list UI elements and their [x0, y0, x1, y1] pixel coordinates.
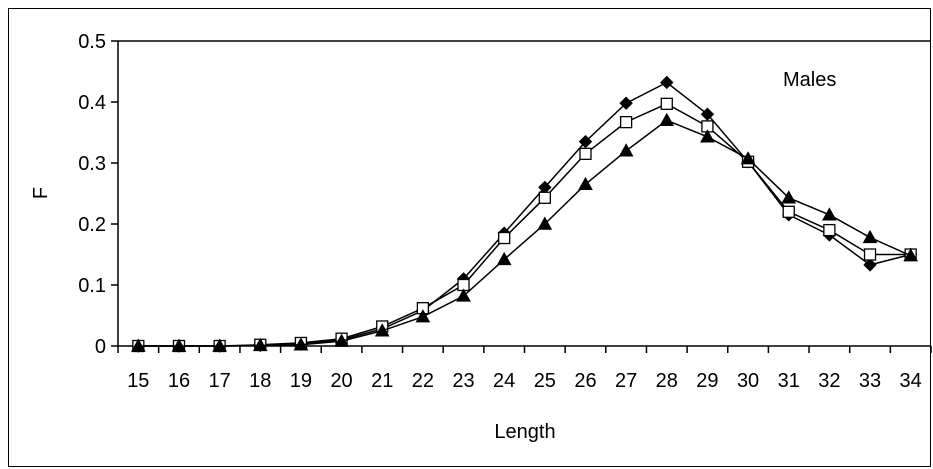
x-tick-label: 20: [330, 370, 352, 392]
diamond-marker: [660, 75, 674, 90]
triangle-marker: [700, 129, 715, 143]
series-group: [130, 75, 919, 353]
square-marker: [498, 231, 511, 245]
square-marker: [782, 205, 795, 218]
triangle-marker: [578, 176, 593, 191]
triangle-marker: [537, 216, 553, 230]
series-line: [138, 102, 911, 347]
x-tick-label: 15: [127, 370, 149, 392]
triangle-marker: [496, 251, 512, 266]
diamond-marker: [863, 258, 877, 272]
x-tick-label: 29: [696, 370, 718, 392]
x-tick-label: 21: [371, 370, 393, 392]
y-axis-label: F: [30, 187, 52, 199]
x-tick-label: 33: [859, 370, 881, 392]
y-tick-label: 0.1: [78, 275, 106, 297]
triangle-marker: [903, 248, 919, 262]
triangle-marker: [456, 288, 471, 302]
diamond-marker: [700, 107, 715, 121]
triangle-marker: [740, 151, 756, 165]
x-tick-label: 26: [574, 370, 596, 392]
triangle-marker: [130, 338, 146, 352]
triangle-marker: [618, 143, 634, 157]
triangle-marker: [781, 190, 797, 204]
x-tick-label: 28: [656, 370, 678, 392]
x-tick-label: 22: [412, 370, 434, 392]
square-marker: [660, 97, 673, 110]
y-tick-label: 0.5: [78, 31, 106, 53]
x-tick-label: 16: [168, 370, 190, 392]
chart-frame: [8, 8, 931, 467]
diamond-marker: [619, 96, 633, 110]
x-tick-label: 18: [249, 370, 271, 392]
triangle-marker: [293, 337, 309, 351]
diamond-marker: [578, 134, 593, 149]
x-tick-label: 17: [209, 370, 231, 392]
x-tick-label: 30: [737, 370, 759, 392]
series-line: [138, 119, 912, 347]
triangle-marker: [374, 323, 390, 337]
square-marker: [823, 223, 836, 237]
series-diamond-filled: [131, 75, 918, 353]
triangle-marker: [822, 207, 837, 221]
x-tick-label: 32: [818, 370, 840, 392]
square-marker: [538, 191, 551, 204]
series-triangle-filled: [130, 112, 919, 352]
y-tick-label: 0.2: [78, 214, 106, 236]
square-marker: [863, 248, 877, 261]
x-tick-label: 31: [778, 370, 800, 392]
x-axis-label: Length: [494, 421, 555, 443]
triangle-marker: [252, 337, 268, 352]
triangle-marker: [659, 112, 675, 126]
y-tick-label: 0.3: [78, 153, 106, 175]
x-tick-label: 23: [452, 370, 474, 392]
males-annotation: Males: [783, 69, 836, 91]
axis-ticks: 0 0.1 0.2 0.3 0.4 0.5 15 16 17 18 19 20 21 22 23 24 25 26…: [78, 31, 932, 392]
x-tick-label: 34: [900, 370, 922, 392]
y-tick-label: 0.4: [78, 92, 106, 114]
x-tick-label: 24: [493, 370, 515, 392]
triangle-marker: [415, 309, 431, 323]
x-tick-label: 27: [615, 370, 637, 392]
series-square-open: [132, 97, 917, 353]
triangle-marker: [862, 229, 878, 244]
x-tick-label: 25: [534, 370, 556, 392]
triangle-marker: [212, 338, 227, 352]
square-marker: [579, 147, 592, 161]
square-marker: [619, 115, 633, 129]
triangle-marker: [171, 338, 187, 352]
y-tick-label: 0: [95, 336, 106, 358]
triangle-marker: [334, 333, 349, 347]
x-tick-label: 19: [290, 370, 312, 392]
